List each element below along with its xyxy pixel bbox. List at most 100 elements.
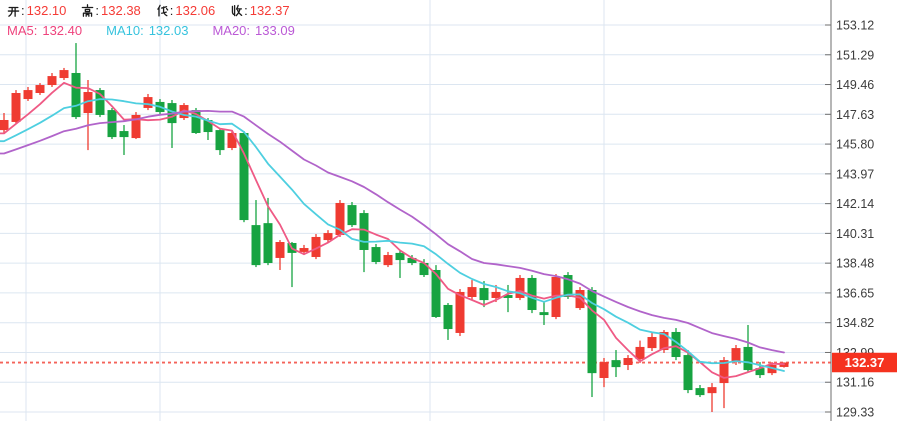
candle-body	[431, 269, 441, 318]
ma20-value: 133.09	[255, 23, 295, 38]
ma10-value: 132.03	[148, 23, 189, 38]
candle-body	[719, 360, 729, 384]
candle-body	[395, 252, 405, 261]
candle-body	[731, 348, 741, 363]
candle-body	[491, 291, 501, 298]
candle-body	[71, 72, 81, 118]
open-value: 132.10	[26, 3, 67, 18]
y-axis-label: 149.46	[836, 78, 874, 92]
y-axis-label: 142.14	[836, 197, 874, 211]
ma5-value: 132.40	[42, 23, 83, 38]
y-axis-label: 134.82	[836, 316, 874, 330]
candle-body	[59, 70, 69, 79]
open-readout: :132.10	[7, 3, 66, 18]
y-axis-label: 143.97	[836, 167, 874, 181]
ma5-line	[0, 81, 785, 379]
high-label-sep: :	[95, 3, 100, 18]
last-price-badge-text: 132.37	[845, 355, 885, 370]
candle-body	[707, 387, 717, 394]
y-axis-label: 147.63	[836, 108, 874, 122]
candle-body	[407, 257, 417, 263]
last-price-badge	[832, 352, 897, 373]
candle-body	[371, 247, 381, 263]
ma-header: MA5: 132.40 MA10: 132.03 MA20: 133.09	[7, 23, 295, 38]
candle-body	[383, 255, 393, 266]
candle-body	[767, 364, 777, 374]
candle-body	[419, 262, 429, 276]
candle-body	[311, 236, 321, 257]
candle-body	[119, 131, 129, 138]
candle-body	[443, 304, 453, 330]
candle-body	[107, 110, 117, 138]
ma5-label: MA5:	[7, 23, 38, 38]
y-axis-label: 136.65	[836, 286, 874, 300]
candle-body	[83, 92, 93, 114]
candle-body	[95, 90, 105, 115]
ma10-line	[0, 98, 785, 372]
low-label-sep: :	[169, 3, 174, 18]
candle-body	[647, 337, 657, 349]
candle-body	[515, 277, 525, 298]
candle-body	[143, 97, 153, 108]
low-readout: :132.06	[156, 3, 215, 18]
candle-body	[755, 368, 765, 376]
open-label-sep: :	[21, 3, 25, 18]
candle-body	[359, 213, 369, 250]
candle-body	[455, 291, 465, 333]
y-axis-label: 129.33	[836, 406, 874, 420]
candle-body	[527, 277, 537, 311]
open-label-glyph-kai	[7, 6, 20, 17]
candle-body	[191, 110, 201, 134]
candle-body	[611, 360, 621, 368]
candle-body	[23, 90, 33, 100]
candle-body	[131, 114, 141, 139]
ohlc-header: :132.10 :132.38 :132.06 :132.37	[7, 3, 290, 18]
candle-body	[215, 130, 225, 151]
candle-body	[47, 76, 57, 86]
candle-body	[239, 133, 249, 221]
candle-body	[251, 225, 261, 266]
candle-body	[263, 223, 273, 263]
candle-body	[467, 287, 477, 297]
candle-body	[299, 248, 309, 252]
close-label-glyph-shou	[231, 4, 243, 17]
ma20-label: MA20:	[212, 23, 251, 38]
candle-body	[695, 388, 705, 396]
y-axis-label: 138.48	[836, 257, 874, 271]
candle-body	[479, 288, 489, 301]
high-label-glyph-gao	[82, 4, 94, 17]
candle-body	[11, 92, 21, 122]
candle-body	[35, 85, 45, 93]
candle-body	[587, 290, 597, 374]
candle-body	[539, 312, 549, 316]
candle-body	[323, 233, 333, 241]
y-axis-label: 153.12	[836, 19, 874, 33]
candle-body	[203, 120, 213, 133]
ma5-readout: MA5: 132.40	[7, 23, 82, 38]
low-label-glyph-di	[157, 4, 169, 17]
candle-body	[227, 133, 237, 148]
candle-body	[659, 331, 669, 351]
candle-body	[0, 120, 9, 131]
candle-body	[671, 331, 681, 358]
y-axis-label: 140.31	[836, 227, 874, 241]
ma10-readout: MA10: 132.03	[106, 23, 188, 38]
y-axis-label: 131.16	[836, 376, 874, 390]
ma20-readout: MA20: 133.09	[212, 23, 294, 38]
candle-body	[635, 346, 645, 359]
high-readout: :132.38	[81, 3, 141, 18]
y-axis-label: 145.80	[836, 138, 874, 152]
candle-body	[599, 362, 609, 379]
candle-body	[335, 202, 345, 236]
close-label-sep: :	[244, 3, 248, 18]
high-value: 132.38	[101, 3, 141, 18]
close-readout: :132.37	[230, 3, 290, 18]
ma20-line	[0, 110, 785, 354]
candle-body	[683, 355, 693, 391]
ma10-label: MA10:	[106, 23, 144, 38]
y-axis-label: 151.29	[836, 48, 874, 62]
candle-body	[623, 358, 633, 365]
candle-body	[275, 242, 285, 258]
